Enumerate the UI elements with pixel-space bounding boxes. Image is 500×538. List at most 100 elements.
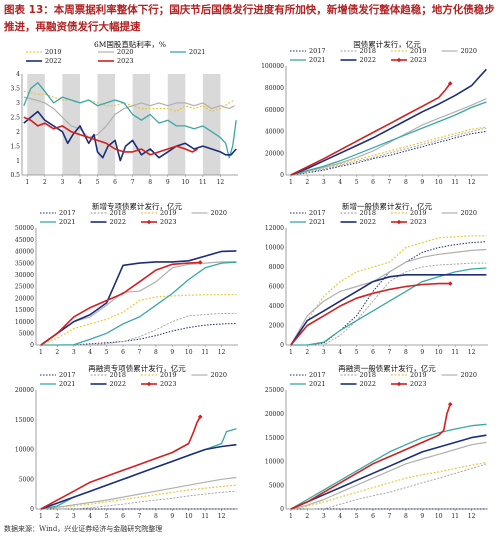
chart-new-general-bond: 新增一般债累计发行，亿元 0 2000 4000 6000 8000 10000 12000 1…: [265, 201, 488, 356]
legend-label-2019: 2019: [410, 209, 427, 217]
y-tick-label: 0.5: [10, 172, 20, 179]
series-line-2020: [290, 98, 487, 176]
series-line-2018: [40, 312, 237, 346]
x-tick-label: 3: [72, 513, 76, 520]
month-band: [97, 74, 116, 175]
x-tick-label: 3: [322, 349, 326, 356]
series-line-2018: [40, 490, 237, 510]
x-tick-label: 10: [185, 513, 193, 520]
series-end-marker-2023: [447, 281, 453, 286]
legend-label-2017: 2017: [59, 371, 76, 379]
legend-label-2019: 2019: [410, 371, 427, 379]
y-tick-label: 8000: [269, 264, 284, 271]
x-tick-label: 9: [420, 513, 424, 520]
series-line-2020: [40, 261, 237, 346]
x-tick-label: 6: [113, 179, 117, 186]
y-tick-label: 12000: [265, 225, 284, 232]
x-tick-label: 2: [55, 349, 59, 356]
series-line-2017: [290, 241, 487, 346]
y-tick-label: 6000: [269, 284, 284, 291]
legend-label-2022: 2022: [45, 57, 62, 65]
x-tick-label: 12: [218, 349, 226, 356]
y-tick-label: 0: [280, 172, 284, 179]
x-tick-label: 4: [88, 349, 92, 356]
chart-title: 国债累计发行，亿元: [353, 39, 421, 49]
legend-label-2023: 2023: [160, 380, 177, 388]
y-tick-label: 0: [280, 342, 284, 349]
x-tick-label: 7: [131, 179, 135, 186]
y-tick-label: 5000: [19, 331, 34, 338]
legend-label-2019: 2019: [410, 47, 427, 55]
series-line-2022: [40, 250, 237, 346]
y-tick-label: 35000: [15, 260, 34, 267]
y-tick-label: 0: [280, 506, 284, 513]
x-tick-label: 5: [105, 349, 109, 356]
month-band: [132, 74, 151, 175]
x-tick-label: 2: [43, 179, 47, 186]
x-tick-label: 7: [388, 179, 392, 186]
x-tick-label: 9: [420, 349, 424, 356]
x-tick-label: 2: [55, 513, 59, 520]
series-line-2022: [40, 443, 237, 510]
chart-bill-rate: 6M国股直贴利率，%0.511.522.533.541 2 3 4 5 6 7 8 9 10 11 1…: [10, 39, 238, 186]
legend-label-2023: 2023: [117, 57, 134, 65]
x-tick-label: 4: [78, 179, 82, 186]
x-tick-label: 10: [435, 179, 443, 186]
y-tick-label: 10000: [265, 245, 284, 252]
x-tick-label: 3: [322, 179, 326, 186]
series-line-2023: [40, 416, 201, 510]
x-tick-label: 4: [338, 349, 342, 356]
x-tick-label: 2: [305, 513, 309, 520]
legend-label-2020: 2020: [211, 209, 228, 217]
y-tick-label: 40000: [15, 249, 34, 256]
legend-marker-2023: [146, 381, 152, 387]
y-tick-label: 80000: [265, 85, 284, 92]
series-line-2019: [290, 461, 487, 510]
legend-marker-2023: [396, 381, 402, 387]
legend-marker-2023: [396, 57, 402, 63]
series-line-2019: [40, 293, 237, 346]
legend-label-2019: 2019: [160, 209, 177, 217]
x-tick-label: 11: [199, 179, 207, 186]
y-tick-label: 4000: [269, 303, 284, 310]
legend-label-2022: 2022: [110, 380, 127, 388]
x-tick-label: 9: [170, 349, 174, 356]
y-tick-label: 0: [30, 506, 34, 513]
legend-label-2022: 2022: [360, 380, 377, 388]
x-tick-label: 12: [468, 513, 476, 520]
series-line-2023: [290, 282, 451, 346]
figure-title: 图表 13：本周票据利率整体下行；国庆节后国债发行进度有所加快，新增债发行整体趋…: [4, 4, 495, 33]
y-tick-label: 4: [16, 71, 20, 78]
x-tick-label: 11: [451, 349, 459, 356]
legend-label-2018: 2018: [360, 209, 377, 217]
series-end-marker-2023: [447, 402, 453, 407]
chart-title: 再融资一般债累计发行，亿元: [338, 363, 436, 373]
x-tick-label: 12: [468, 349, 476, 356]
x-tick-label: 11: [201, 349, 209, 356]
legend-label-2018: 2018: [110, 371, 127, 379]
series-line-2018: [290, 127, 487, 176]
series-line-2021: [40, 261, 237, 346]
legend-label-2017: 2017: [309, 47, 326, 55]
x-tick-label: 1: [39, 349, 43, 356]
x-tick-label: 4: [88, 513, 92, 520]
series-end-marker-2023: [447, 81, 453, 86]
chart-title: 新增专项债累计发行，亿元: [92, 201, 182, 211]
source-note: 数据来源：Wind，兴业证券经济与金融研究院整理: [4, 525, 163, 533]
y-tick-label: 3: [16, 100, 20, 107]
y-tick-label: 2: [16, 129, 20, 136]
x-tick-label: 3: [60, 179, 64, 186]
y-tick-label: 30000: [15, 272, 34, 279]
legend-marker-2023: [146, 219, 152, 225]
x-tick-label: 1: [289, 513, 293, 520]
y-tick-label: 3.5: [10, 86, 20, 93]
legend-label-2017: 2017: [309, 209, 326, 217]
legend-label-2022: 2022: [110, 218, 127, 226]
series-line-2022: [290, 68, 487, 176]
x-tick-label: 6: [371, 513, 375, 520]
x-tick-label: 10: [185, 349, 193, 356]
series-line-2020: [40, 476, 237, 510]
y-tick-label: 10000: [15, 447, 34, 454]
x-tick-label: 1: [39, 513, 43, 520]
y-tick-label: 20000: [265, 150, 284, 157]
